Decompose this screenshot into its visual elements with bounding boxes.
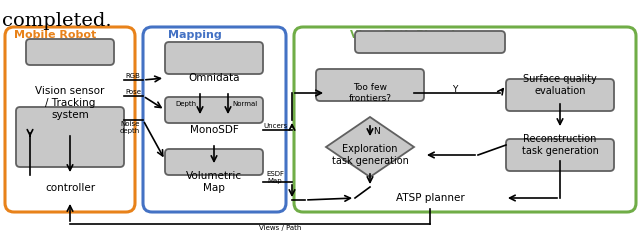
FancyBboxPatch shape	[506, 139, 614, 171]
Text: Too few
frontiers?: Too few frontiers?	[349, 83, 392, 103]
FancyBboxPatch shape	[355, 31, 505, 53]
Text: Depth: Depth	[175, 101, 196, 107]
FancyBboxPatch shape	[165, 97, 263, 123]
Text: Volumetric
Map: Volumetric Map	[186, 171, 242, 193]
FancyBboxPatch shape	[506, 79, 614, 111]
Text: Vision sensor
/ Tracking
system: Vision sensor / Tracking system	[35, 86, 105, 120]
FancyBboxPatch shape	[316, 69, 424, 101]
FancyBboxPatch shape	[5, 27, 135, 212]
Text: Omnidata: Omnidata	[188, 73, 240, 83]
Polygon shape	[326, 117, 414, 177]
FancyBboxPatch shape	[143, 27, 286, 212]
Text: ATSP planner: ATSP planner	[396, 193, 465, 203]
Text: RGB: RGB	[125, 73, 140, 79]
Text: Mobile Robot: Mobile Robot	[14, 30, 96, 40]
Text: Mapping: Mapping	[168, 30, 221, 40]
FancyBboxPatch shape	[165, 149, 263, 175]
Text: Surface quality
evaluation: Surface quality evaluation	[523, 74, 597, 96]
Text: MonoSDF: MonoSDF	[189, 125, 238, 135]
Text: ESDF
Map: ESDF Map	[266, 172, 284, 185]
FancyBboxPatch shape	[26, 39, 114, 65]
FancyBboxPatch shape	[165, 42, 263, 74]
FancyBboxPatch shape	[294, 27, 636, 212]
Text: Noise
depth: Noise depth	[120, 121, 140, 134]
Text: Normal: Normal	[232, 101, 257, 107]
Text: Views / Path: Views / Path	[259, 225, 301, 231]
Text: N: N	[372, 127, 380, 137]
Text: Pose: Pose	[125, 89, 141, 95]
Text: View Path Planning: View Path Planning	[350, 30, 471, 40]
Text: Reconstruction
task generation: Reconstruction task generation	[522, 134, 598, 156]
Text: completed.: completed.	[2, 12, 111, 30]
FancyBboxPatch shape	[16, 107, 124, 167]
Text: controller: controller	[45, 183, 95, 193]
Text: Exploration
task generation: Exploration task generation	[332, 144, 408, 166]
Text: Y: Y	[452, 84, 458, 94]
Text: Uncers: Uncers	[263, 123, 287, 129]
